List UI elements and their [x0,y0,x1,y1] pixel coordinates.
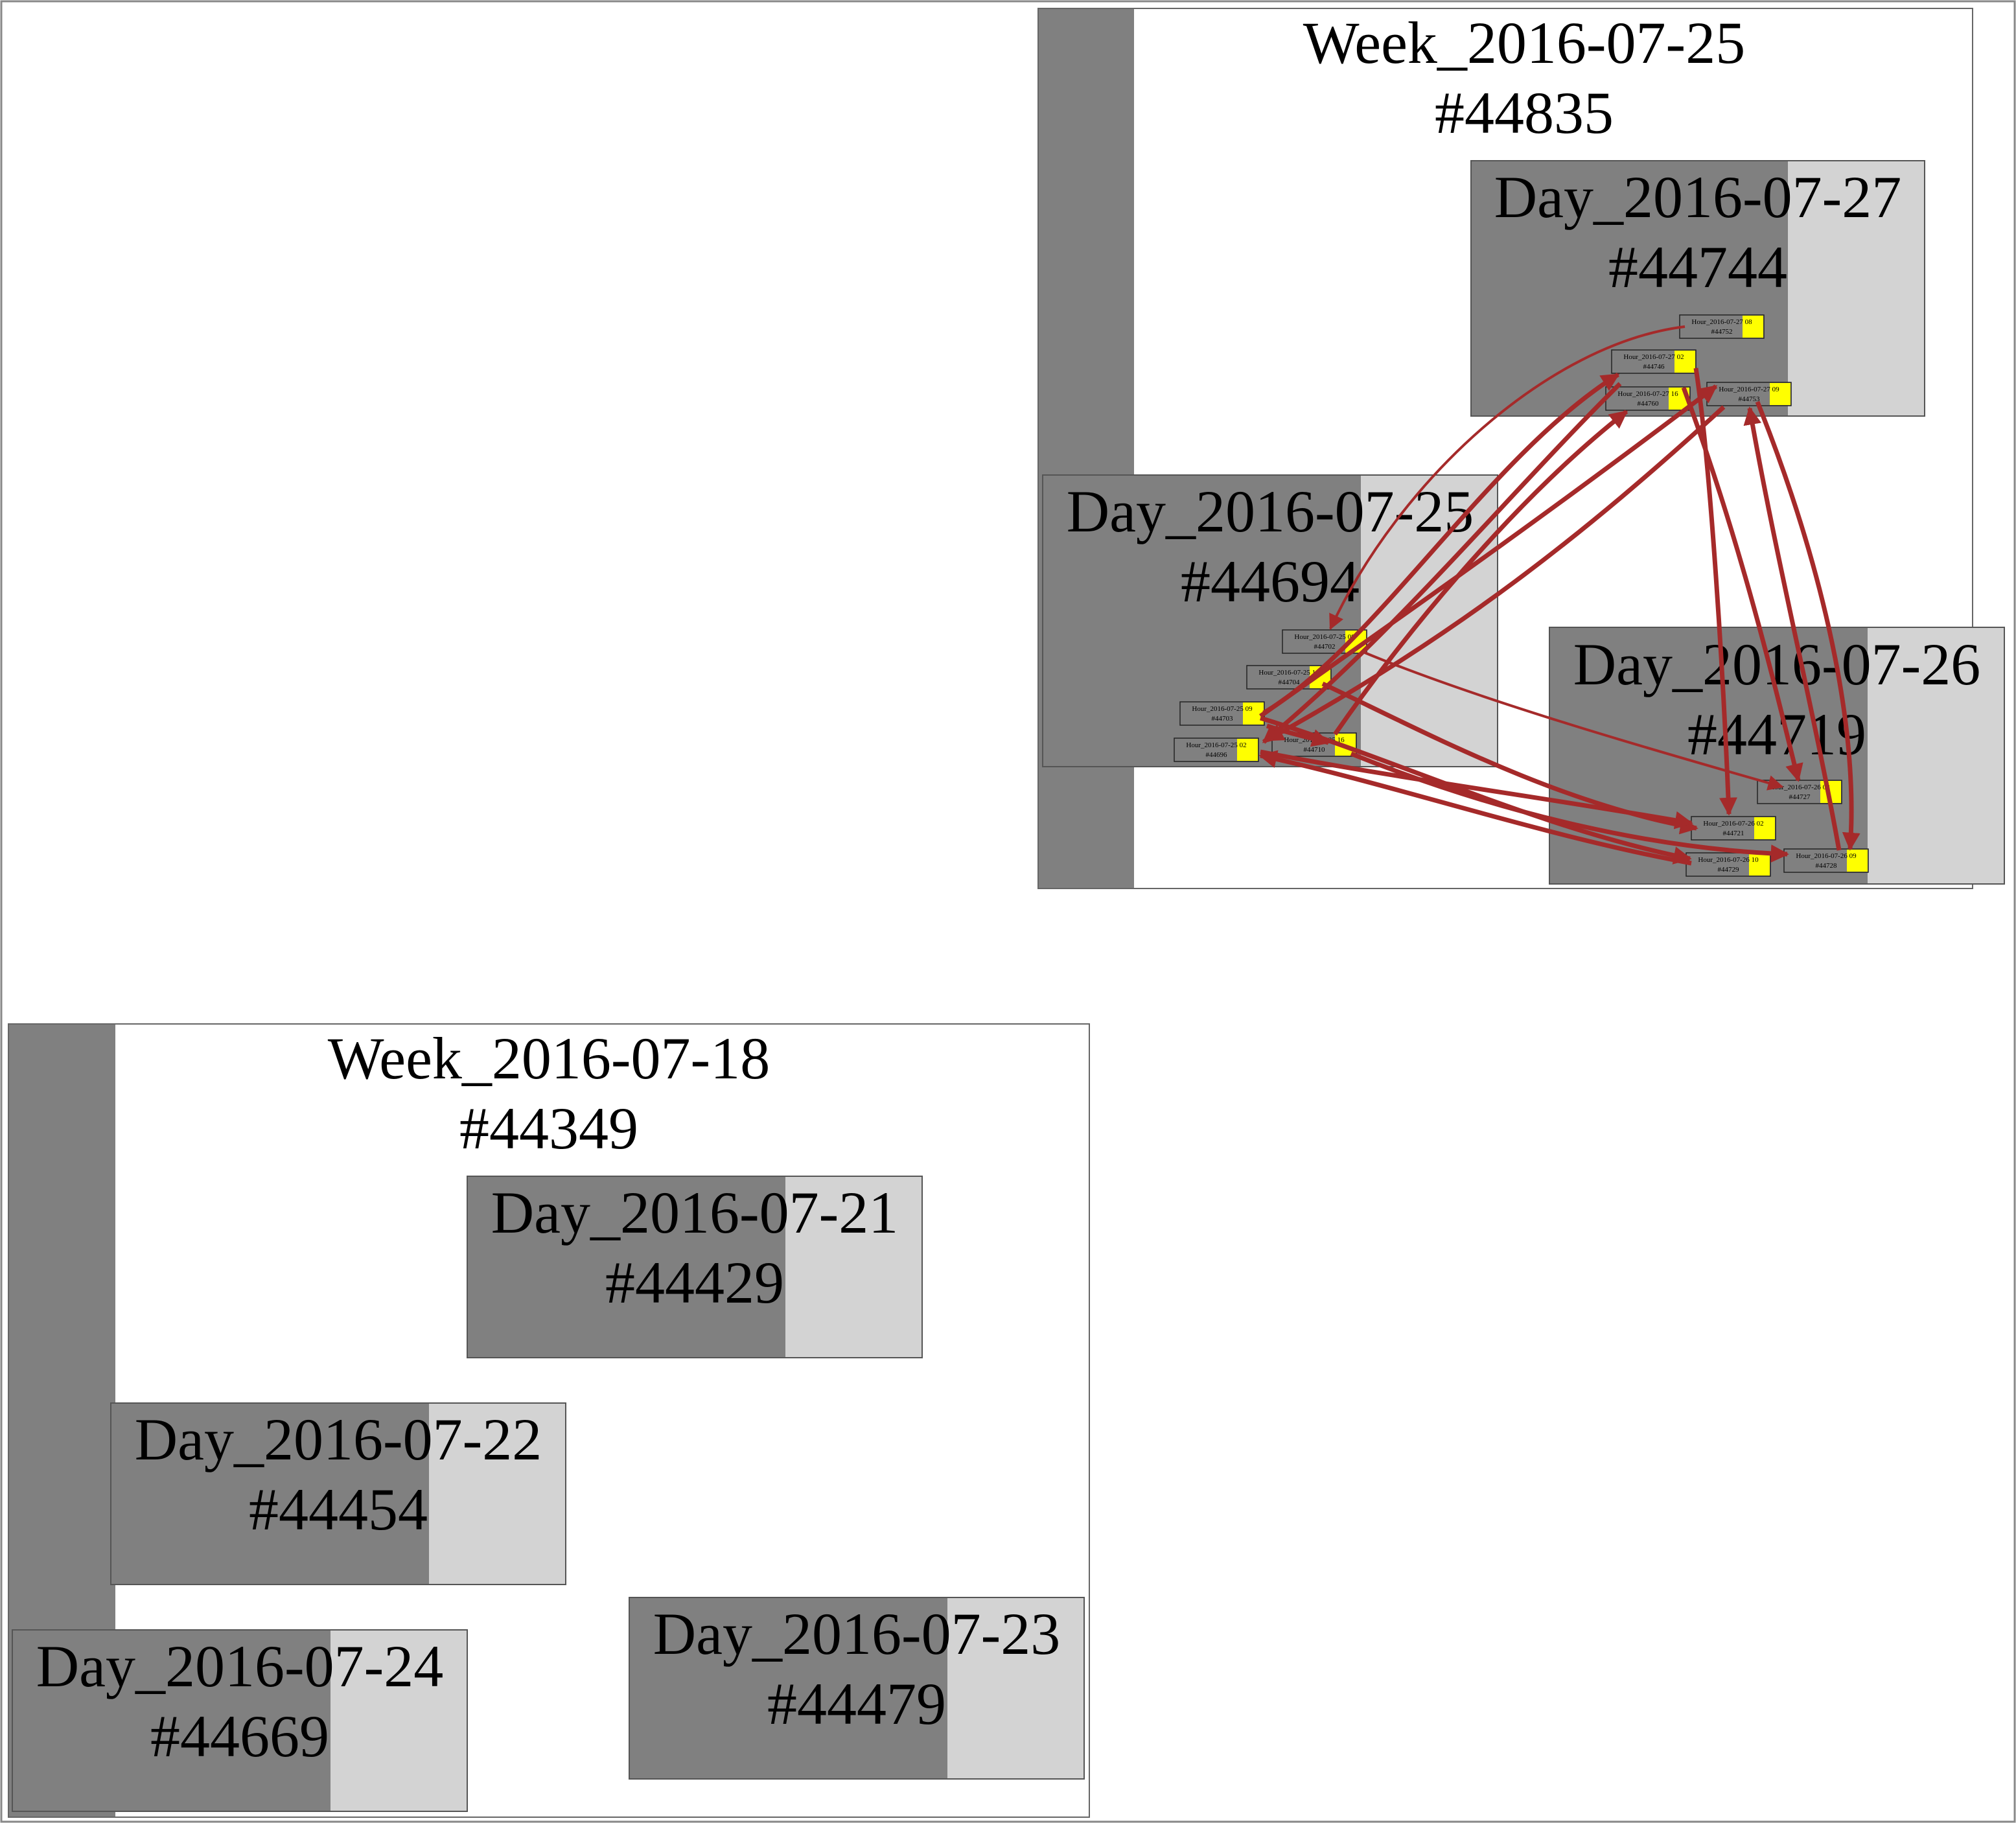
svg-text:Hour_2016-07-25 10: Hour_2016-07-25 10 [1258,669,1319,677]
edge [1266,723,1330,747]
svg-text:#44729: #44729 [1718,866,1740,874]
hour-node-44696[interactable]: Hour_2016-07-25 02 #44696 [1174,737,1259,762]
edge [1262,382,1622,744]
svg-text:#44703: #44703 [1212,715,1234,723]
hour-node-44721[interactable]: Hour_2016-07-26 02 #44721 [1691,816,1776,841]
day-node-2016-07-27[interactable]: Day_2016-07-27 #44744 [1470,160,1925,417]
svg-text:#44696: #44696 [1206,751,1228,759]
day-node-2016-07-24[interactable]: Day_2016-07-24 #44669 [12,1629,468,1812]
hour-node-44746[interactable]: Hour_2016-07-27 02 #44746 [1611,349,1697,374]
week-label: Week_2016-07-25 [1303,10,1745,76]
week-cluster-2016-07-18: Week_2016-07-18 #44349 Day_2016-07-21 #4… [8,1023,1090,1818]
svg-text:Hour_2016-07-27 02: Hour_2016-07-27 02 [1623,353,1684,361]
svg-text:Hour_2016-07-26 02: Hour_2016-07-26 02 [1703,820,1763,828]
svg-text:Hour_2016-07-25 08: Hour_2016-07-25 08 [1294,633,1355,641]
svg-text:Hour_2016-07-27 16: Hour_2016-07-27 16 [1617,390,1678,398]
hour-node-44760[interactable]: Hour_2016-07-27 16 #44760 [1605,386,1691,411]
day-label: Day_2016-07-25 [1067,478,1474,544]
hour-node-44752[interactable]: Hour_2016-07-27 08 #44752 [1679,314,1765,339]
edge [1258,750,1692,866]
day-node-2016-07-22[interactable]: Day_2016-07-22 #44454 [110,1402,566,1585]
svg-text:Hour_2016-07-26 09: Hour_2016-07-26 09 [1796,852,1857,860]
edge [1258,384,1718,718]
day-id: #44479 [767,1671,946,1737]
hour-node-44703[interactable]: Hour_2016-07-25 09 #44703 [1179,701,1265,726]
week-cluster-2016-07-25: Week_2016-07-25 #44835 Day_2016-07-27 #4… [1037,8,2005,889]
day-id: #44694 [1181,548,1360,614]
svg-text:#44727: #44727 [1789,793,1811,801]
svg-text:Hour_2016-07-27 09: Hour_2016-07-27 09 [1719,386,1779,393]
svg-text:Hour_2016-07-27 08: Hour_2016-07-27 08 [1691,318,1752,326]
edge [1350,751,1789,863]
hour-node-44728[interactable]: Hour_2016-07-26 09 #44728 [1783,848,1869,873]
svg-text:#44721: #44721 [1723,830,1744,837]
day-id: #44719 [1687,701,1866,767]
edge [1743,406,1842,851]
edge [1693,367,1738,816]
day-label: Day_2016-07-22 [135,1406,542,1472]
svg-text:#44704: #44704 [1279,679,1301,686]
day-label: Day_2016-07-23 [653,1601,1061,1667]
day-label: Day_2016-07-27 [1494,164,1902,230]
svg-text:#44760: #44760 [1638,400,1660,408]
week-id: #44835 [1435,80,1614,146]
day-id: #44669 [150,1703,329,1769]
day-node-2016-07-21[interactable]: Day_2016-07-21 #44429 [467,1176,923,1358]
svg-text:Hour_2016-07-25 09: Hour_2016-07-25 09 [1192,705,1253,713]
svg-text:#44702: #44702 [1314,643,1336,651]
svg-text:#44746: #44746 [1643,363,1665,371]
week-id: #44349 [459,1095,638,1161]
day-label: Day_2016-07-24 [36,1633,444,1699]
day-label: Day_2016-07-21 [491,1179,899,1246]
svg-text:Hour_2016-07-25 02: Hour_2016-07-25 02 [1186,741,1246,749]
week-label: Week_2016-07-18 [328,1025,770,1091]
hour-node-44729[interactable]: Hour_2016-07-26 10 #44729 [1686,852,1771,877]
day-id: #44744 [1608,234,1787,300]
edges [1258,325,1860,866]
day-node-2016-07-23[interactable]: Day_2016-07-23 #44479 [629,1597,1085,1780]
svg-text:Hour_2016-07-26 08: Hour_2016-07-26 08 [1769,784,1830,791]
svg-text:#44752: #44752 [1711,328,1733,336]
day-node-2016-07-26[interactable]: Day_2016-07-26 #44719 [1549,627,2005,885]
svg-text:#44753: #44753 [1739,395,1761,403]
edge [1755,401,1860,851]
svg-text:#44710: #44710 [1304,746,1326,754]
edge [1333,410,1628,736]
day-id: #44454 [249,1476,428,1542]
hour-node-44753[interactable]: Hour_2016-07-27 09 #44753 [1706,382,1792,406]
svg-text:#44728: #44728 [1816,862,1838,870]
edge [1681,386,1803,782]
svg-text:Hour_2016-07-26 10: Hour_2016-07-26 10 [1698,856,1759,864]
edge [1329,325,1686,631]
edge [1260,749,1693,830]
day-id: #44429 [605,1249,784,1316]
